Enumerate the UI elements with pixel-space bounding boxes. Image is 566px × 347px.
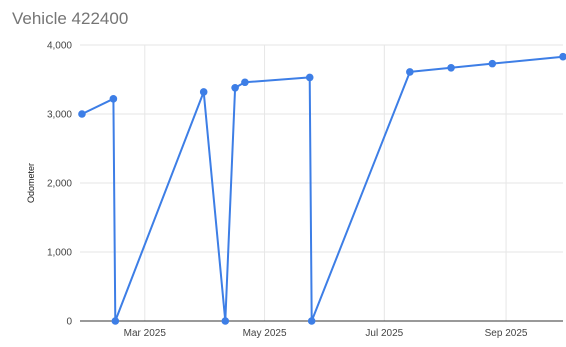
data-point	[489, 60, 497, 68]
data-point	[200, 88, 208, 96]
data-point	[231, 84, 239, 92]
data-point	[78, 110, 86, 118]
data-point	[110, 95, 118, 103]
y-tick-label: 2,000	[47, 179, 72, 190]
odometer-series-line	[82, 57, 563, 321]
x-axis-ticks: Mar 2025 May 2025 Jul 2025 Sep 2025	[124, 328, 528, 339]
x-tick-label: Jul 2025	[365, 328, 403, 339]
y-tick-label: 1,000	[47, 248, 72, 259]
data-point	[447, 64, 455, 72]
data-point	[406, 68, 414, 76]
y-axis-label: Odometer	[26, 163, 36, 203]
data-points	[78, 53, 566, 325]
x-tick-label: Mar 2025	[124, 328, 167, 339]
y-axis-ticks: 0 1,000 2,000 3,000 4,000	[47, 41, 72, 328]
y-tick-label: 0	[66, 317, 72, 328]
data-point	[559, 53, 566, 61]
y-tick-label: 4,000	[47, 41, 72, 52]
series	[82, 57, 563, 321]
data-point	[308, 317, 316, 325]
grid	[80, 45, 563, 321]
x-tick-label: May 2025	[243, 328, 287, 339]
data-point	[306, 74, 314, 82]
data-point	[221, 317, 229, 325]
y-tick-label: 3,000	[47, 110, 72, 121]
chart-title: Vehicle 422400	[12, 9, 128, 28]
data-point	[241, 78, 249, 86]
x-tick-label: Sep 2025	[485, 328, 528, 339]
data-point	[112, 317, 120, 325]
